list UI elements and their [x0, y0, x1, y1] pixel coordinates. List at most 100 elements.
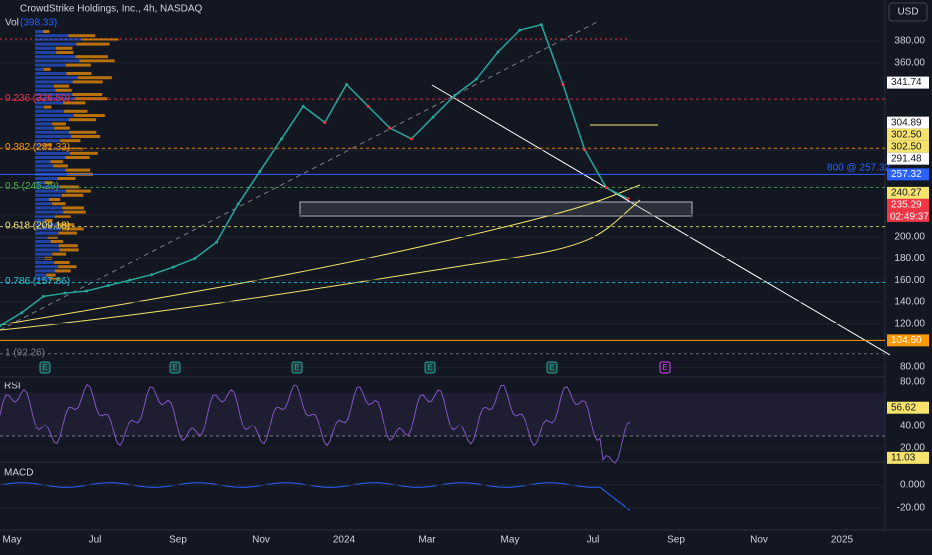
volume-profile — [35, 42, 77, 46]
rsi-badge-label: 11.03 — [891, 453, 916, 464]
volume-profile — [35, 30, 43, 33]
volume-profile — [35, 151, 70, 155]
volume-profile — [35, 248, 60, 252]
rsi-badge — [887, 451, 929, 464]
top-level: (398.33) — [20, 18, 57, 29]
volume-profile — [35, 210, 64, 214]
earnings-marker — [291, 361, 303, 374]
volume-profile — [53, 84, 70, 88]
volume-profile — [35, 143, 45, 147]
volume-profile — [35, 193, 62, 197]
rsi-band — [0, 393, 885, 436]
price-point — [258, 169, 262, 173]
volume-profile — [58, 244, 78, 248]
price-badge-label: 257.32 — [891, 169, 922, 180]
time-label: Jul — [89, 535, 102, 546]
volume-profile — [35, 122, 53, 126]
volume-profile — [35, 219, 45, 222]
earnings-label: E — [294, 363, 299, 372]
zone — [299, 201, 693, 217]
time-label: Sep — [667, 535, 685, 546]
volume-profile — [66, 72, 92, 75]
price-point — [171, 265, 175, 269]
volume-profile — [52, 252, 67, 256]
price-point — [323, 121, 327, 125]
price-badge-label: 291.48 — [891, 153, 922, 164]
price-point — [0, 324, 2, 328]
volume-profile — [55, 46, 73, 50]
rsi-tick-label: 40.00 — [900, 421, 925, 432]
volume-profile — [61, 193, 84, 197]
volume-profile — [35, 126, 55, 130]
volume-profile — [81, 38, 119, 42]
fib-label: 0.618 (209.18) — [5, 220, 70, 231]
volume-profile — [58, 231, 77, 235]
volume-profile — [35, 273, 47, 277]
volume-profile — [35, 261, 55, 264]
volume-profile — [52, 122, 66, 126]
price-point — [518, 28, 522, 32]
volume-profile — [66, 63, 91, 67]
price-point — [431, 115, 435, 119]
volume-profile — [35, 227, 63, 231]
volume-profile — [54, 214, 71, 218]
volume-profile — [35, 231, 59, 235]
price-point — [496, 50, 500, 54]
price-badge-label: 104.60 — [891, 335, 922, 346]
price-point — [236, 202, 240, 206]
price-badge — [887, 198, 929, 211]
volume-profile — [58, 265, 77, 269]
price-badge — [887, 76, 929, 89]
volume-profile — [77, 76, 112, 80]
time-label: Nov — [750, 535, 768, 546]
volume-profile — [63, 101, 86, 105]
earnings-marker — [169, 361, 181, 374]
volume-profile — [35, 185, 60, 189]
volume-profile — [35, 93, 73, 96]
volume-profile — [53, 164, 68, 168]
volume-profile — [35, 202, 52, 206]
volume-profile — [56, 51, 74, 54]
rsi-tick-label: 20.00 — [900, 443, 925, 454]
price-tick-label: 140.00 — [894, 297, 925, 308]
fib-label: 0.236 (326.50) — [5, 93, 70, 104]
price-point — [301, 104, 305, 108]
volume-profile — [54, 269, 71, 273]
volume-profile — [71, 135, 101, 138]
earnings-label: E — [172, 363, 177, 372]
volume-profile — [62, 206, 85, 210]
earnings-marker — [424, 361, 436, 374]
volume-profile — [72, 93, 103, 96]
price-badge-label: 302.50 — [891, 129, 922, 140]
price-line — [0, 23, 629, 327]
price-point — [63, 291, 67, 295]
volume-profile — [35, 177, 58, 180]
earnings-marker — [546, 361, 558, 374]
price-point — [409, 137, 413, 141]
volume-profile — [51, 202, 66, 206]
volume-profile — [35, 72, 67, 75]
volume-profile — [69, 151, 98, 155]
price-point — [366, 104, 370, 108]
price-point — [41, 294, 45, 298]
currency[interactable]: USD — [897, 7, 918, 18]
volume-profile — [73, 114, 105, 117]
time-label: May — [501, 535, 520, 546]
volume-profile — [35, 34, 69, 38]
time-label: Jul — [587, 535, 600, 546]
price-point — [539, 23, 543, 27]
price-badge — [887, 140, 929, 153]
volume-profile — [50, 240, 64, 243]
price-badge-label: 240.27 — [891, 188, 922, 199]
earnings-label: E — [427, 363, 432, 372]
volume-profile — [68, 34, 96, 38]
currency-button[interactable] — [888, 2, 928, 22]
time-label: 2024 — [333, 535, 356, 546]
volume-profile — [35, 252, 53, 256]
price-point — [561, 82, 565, 86]
price-point — [453, 93, 457, 97]
volume-profile — [35, 76, 78, 80]
volume-profile — [35, 101, 64, 105]
volume-profile — [35, 244, 59, 248]
volume-profile — [35, 164, 54, 168]
